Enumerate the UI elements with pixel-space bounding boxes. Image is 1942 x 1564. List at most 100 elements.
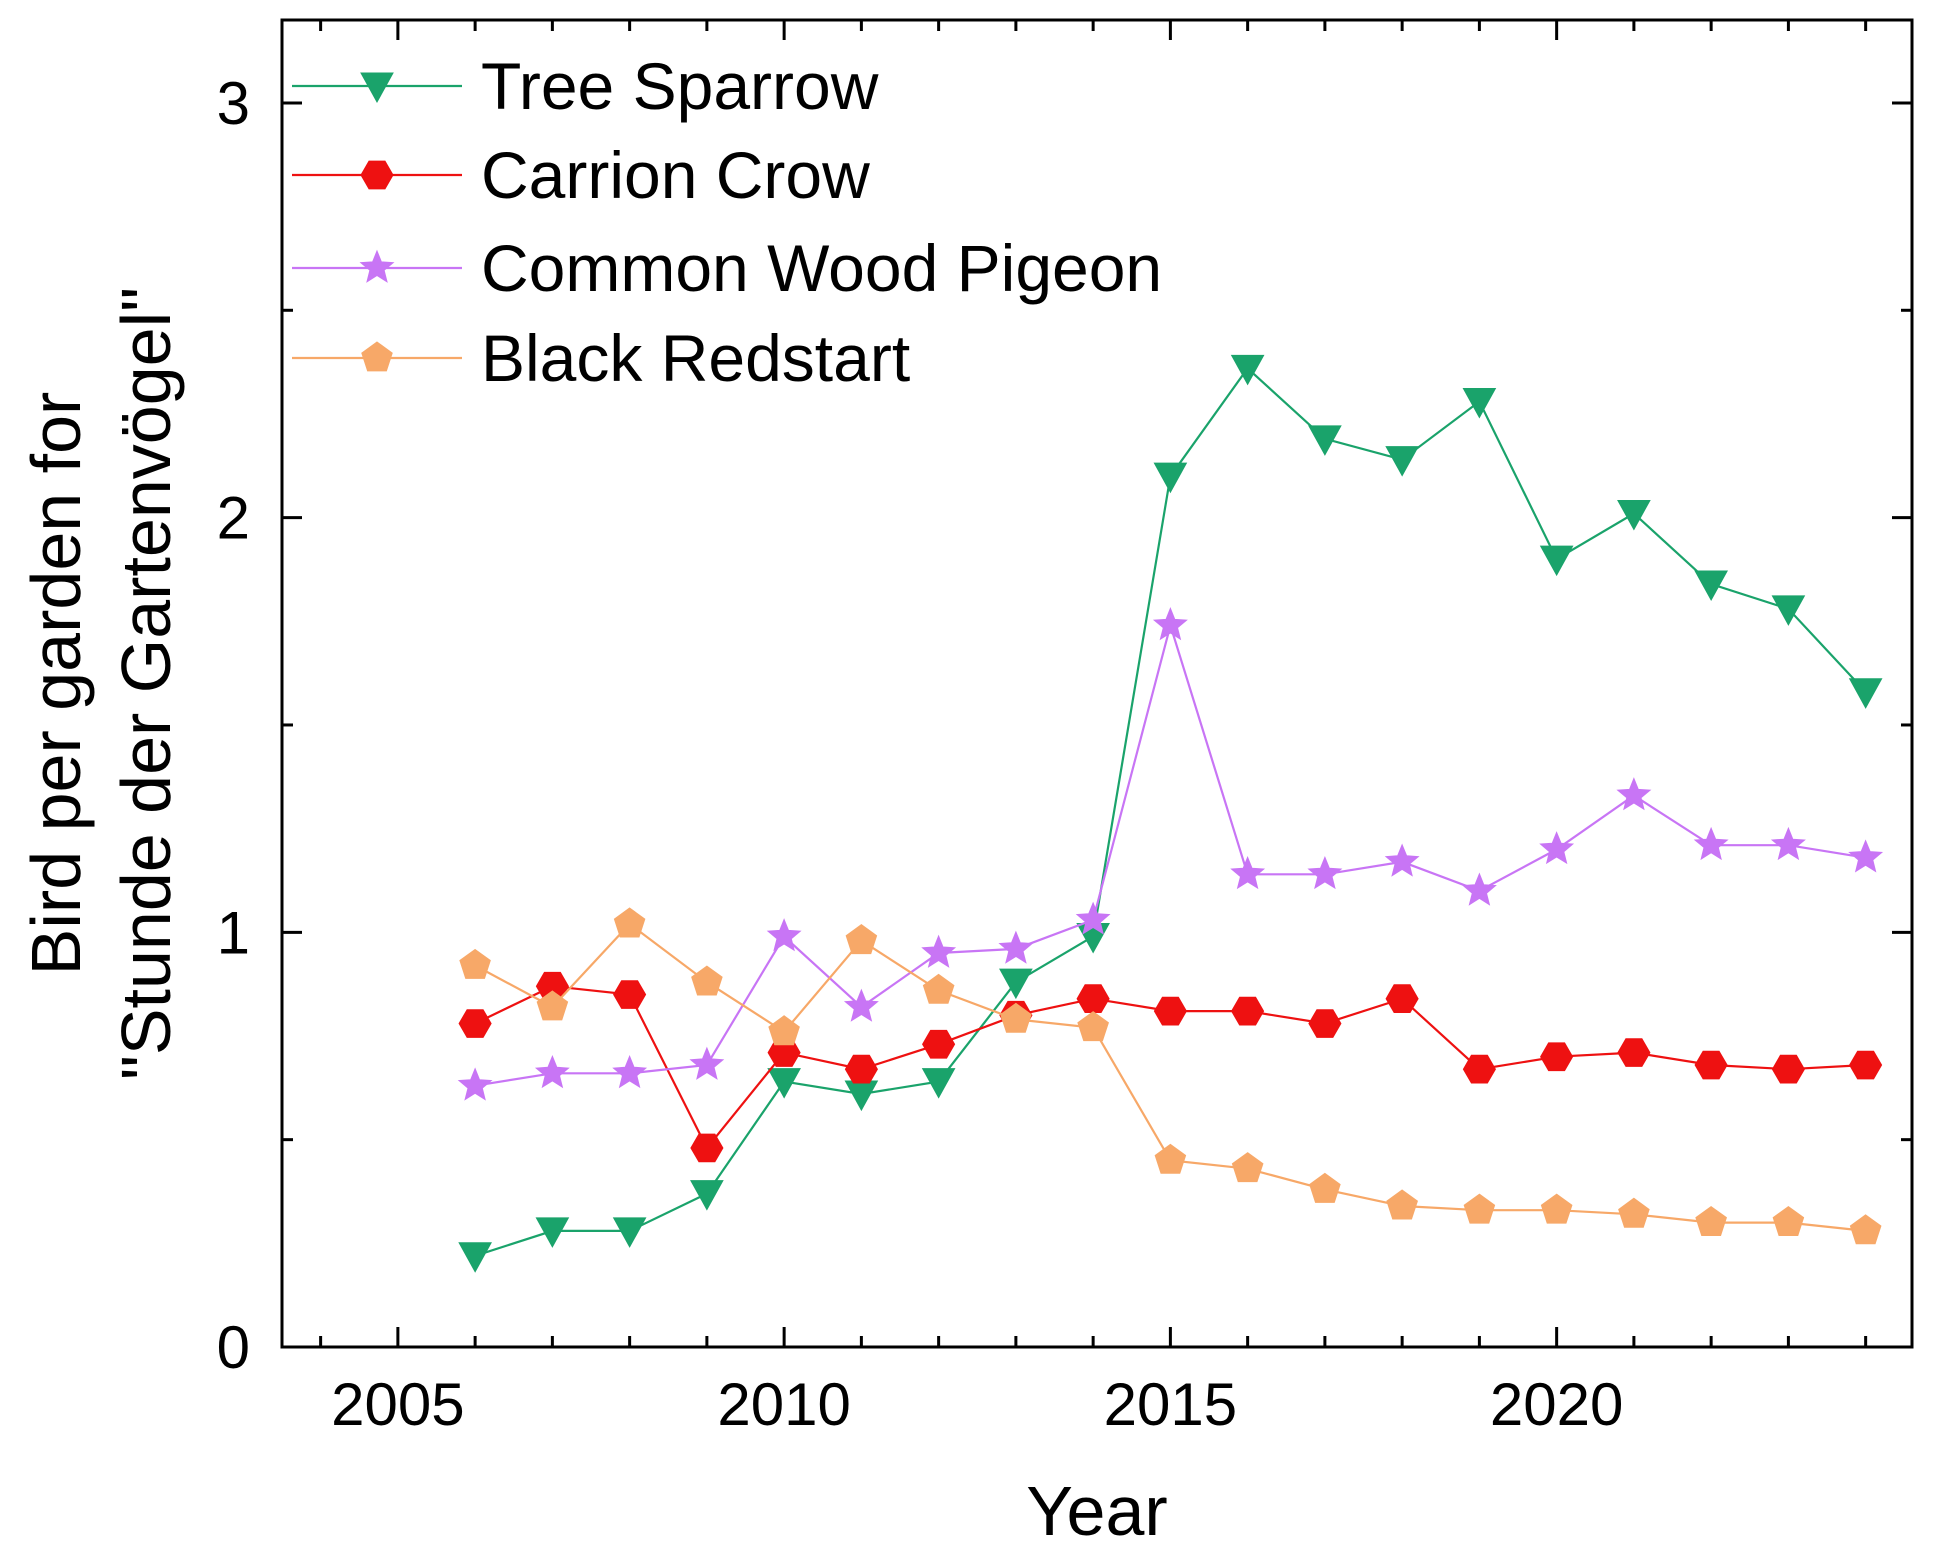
y-tick-label: 2 [217, 485, 250, 552]
data-point [999, 968, 1033, 1000]
legend-label: Black Redstart [481, 321, 910, 395]
data-point [1076, 984, 1110, 1013]
data-point [1462, 1054, 1496, 1084]
data-point [1230, 855, 1266, 890]
data-point [1848, 678, 1883, 709]
data-point [1540, 1193, 1573, 1224]
x-axis-title: Year [1026, 1472, 1167, 1550]
data-point [1693, 826, 1729, 861]
data-point [1385, 446, 1419, 477]
data-point [921, 1068, 956, 1099]
data-point [1771, 595, 1806, 626]
data-point [1153, 462, 1188, 494]
data-point [1077, 1011, 1109, 1042]
data-point [1849, 1214, 1882, 1245]
data-point [458, 1009, 492, 1038]
legend-label: Tree Sparrow [481, 49, 879, 123]
series-tree-sparrow [458, 354, 1883, 1273]
data-point [1695, 1205, 1727, 1236]
data-point [1309, 1172, 1341, 1203]
data-point [459, 948, 491, 979]
data-point [689, 1046, 725, 1080]
data-point [1540, 1042, 1574, 1072]
series-common-wood-pigeon [457, 607, 1884, 1101]
data-point [1617, 1038, 1651, 1067]
data-point [613, 980, 647, 1009]
data-point [1153, 996, 1187, 1026]
series-black-redstart [459, 907, 1882, 1245]
data-point [1308, 425, 1342, 456]
y-tick-label: 3 [217, 70, 250, 137]
data-point [1152, 607, 1188, 641]
data-point [766, 918, 802, 952]
data-point [844, 1054, 878, 1084]
legend-swatch-marker [360, 72, 394, 104]
data-point [1308, 1009, 1342, 1038]
data-point [457, 1067, 493, 1101]
data-point [612, 1054, 648, 1089]
data-point [1075, 901, 1111, 935]
data-point [1617, 499, 1651, 531]
data-point [1386, 1189, 1418, 1220]
data-point [458, 1242, 492, 1273]
data-point [922, 973, 955, 1004]
legend-swatch-marker [359, 249, 395, 283]
data-point [1154, 1143, 1187, 1174]
axis-ticks [282, 20, 1912, 1349]
data-point [1539, 545, 1574, 577]
data-point [1000, 1002, 1032, 1033]
plot-frame [280, 18, 1914, 1349]
y-tick-label: 0 [217, 1314, 250, 1381]
x-tick-label: 2020 [1490, 1371, 1623, 1438]
data-point [1849, 1050, 1883, 1080]
data-point [1384, 843, 1420, 877]
legend: Tree Sparrow Carrion Crow Common Wood Pige… [292, 49, 1162, 395]
data-point [535, 1217, 570, 1248]
legend-swatch-marker [361, 341, 393, 372]
data-point [1772, 1205, 1805, 1236]
data-point [536, 990, 569, 1021]
x-tick-label: 2005 [331, 1371, 464, 1438]
data-point [1463, 1193, 1496, 1224]
series-layer [457, 354, 1884, 1273]
data-point [1694, 1050, 1728, 1080]
data-point [1462, 388, 1497, 419]
data-point [845, 923, 878, 955]
data-point [690, 1133, 724, 1163]
legend-item: Tree Sparrow [292, 49, 879, 123]
data-point [921, 934, 957, 968]
data-point [1461, 872, 1497, 906]
data-point [613, 907, 646, 938]
data-point [1771, 1054, 1805, 1084]
data-point [1307, 855, 1343, 890]
data-point [844, 1080, 879, 1112]
y-axis-title-line-2: "Stunde der Gartenvögel" [107, 287, 185, 1080]
data-point [1539, 831, 1575, 865]
data-point [843, 988, 879, 1022]
legend-label: Common Wood Pigeon [481, 231, 1162, 305]
x-tick-label: 2010 [717, 1371, 850, 1438]
data-point [1694, 570, 1728, 602]
data-point [922, 1029, 956, 1059]
legend-swatch-marker [360, 160, 394, 190]
data-point [1618, 1197, 1650, 1228]
series-line [474, 922, 1866, 1232]
data-point [534, 1054, 570, 1089]
tick-labels: 2005 2010 2015 2020 0 1 2 3 [217, 70, 1624, 1438]
series-line [474, 366, 1867, 1257]
data-point [998, 930, 1034, 964]
data-point [691, 965, 723, 996]
y-axis-title-line-1: Bird per garden for [17, 392, 95, 976]
data-point [1385, 984, 1419, 1013]
data-point [768, 1015, 800, 1046]
x-tick-label: 2015 [1104, 1371, 1237, 1438]
data-point [1231, 1152, 1264, 1183]
data-point [612, 1217, 647, 1248]
data-point [1231, 996, 1265, 1026]
legend-item: Carrion Crow [292, 138, 870, 212]
data-point [767, 1068, 801, 1099]
legend-label: Carrion Crow [481, 138, 870, 212]
legend-item: Common Wood Pigeon [292, 231, 1162, 305]
data-point [1230, 354, 1265, 386]
y-tick-label: 1 [217, 899, 250, 966]
